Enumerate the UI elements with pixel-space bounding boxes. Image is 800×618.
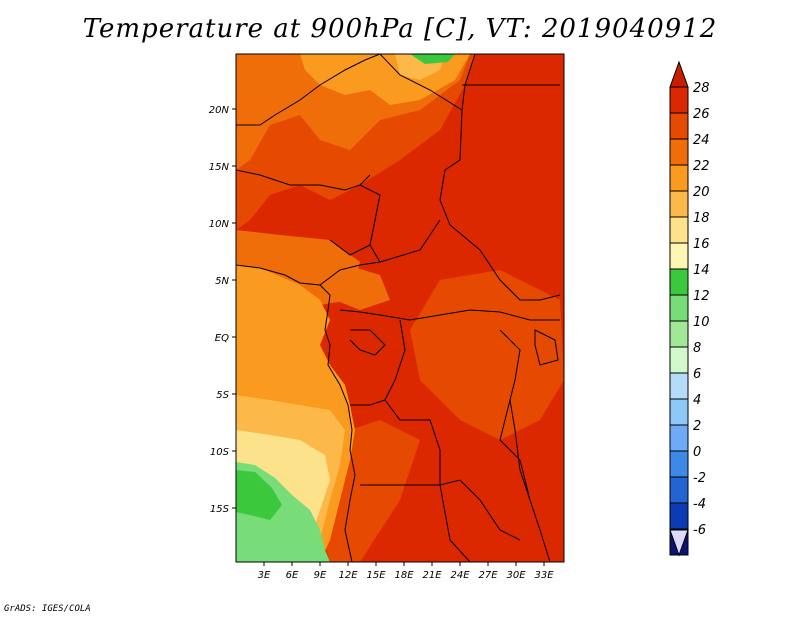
lat-tick-label: 15N [209,162,230,173]
colorbar-segment [669,320,689,348]
colorbar-label: 24 [693,133,710,148]
temp-field-14-16-north [410,54,455,64]
lon-tick-label: 21E [422,570,442,581]
colorbar-label: 4 [693,393,701,408]
colorbar-label: 2 [693,419,701,434]
lon-tick-label: 15E [366,570,386,581]
colorbar-label: 28 [693,81,710,96]
colorbar-segment [669,398,689,426]
colorbar-segment [669,346,689,374]
colorbar-label: 8 [693,341,701,356]
colorbar-segment [669,112,689,140]
lon-tick-labels: 3E 6E 9E 12E 15E 18E 21E 24E 27E 30E 33E [258,570,555,581]
lat-tick-labels: 20N 15N 10N 5N EQ 5S 10S 15S [209,105,230,515]
colorbar-label: 18 [693,211,710,226]
colorbar-segment [669,216,689,244]
lon-tick-label: 30E [506,570,526,581]
colorbar-label: 26 [693,107,710,122]
lon-tick-label: 33E [534,570,554,581]
colorbar-segments [669,86,689,556]
colorbar-segment [669,86,689,114]
map-panel [236,54,564,562]
lon-tick-label: 6E [286,570,299,581]
lon-tick-label: 27E [478,570,498,581]
colorbar-segment [669,190,689,218]
colorbar-segment [669,138,689,166]
chart-title: Temperature at 900hPa [C], VT: 201904091… [82,14,718,44]
map-frame [235,53,565,563]
colorbar-segment [669,294,689,322]
colorbar-label: -6 [693,523,706,538]
temp-field-22-24-west [236,230,360,305]
lat-tick-label: 5S [216,390,229,401]
lon-tick-label: 9E [314,570,327,581]
colorbar-label: 12 [693,289,710,304]
colorbar-label: 6 [693,367,701,382]
lat-tick-label: 5N [215,276,229,287]
country-borders [236,54,561,562]
colorbar-segment [669,242,689,270]
colorbar-label: 14 [693,263,710,278]
lat-axis [232,108,236,509]
lat-tick-label: EQ [215,333,229,344]
colorbar-label: 20 [693,185,710,200]
colorbar-label: -2 [693,471,706,486]
colorbar-label: 10 [693,315,710,330]
colorbar-label: 16 [693,237,710,252]
lon-axis [263,562,545,566]
colorbar-label: -4 [693,497,706,512]
colorbar-segment [669,502,689,530]
lon-tick-label: 12E [338,570,358,581]
lon-tick-label: 3E [258,570,271,581]
temp-field-10-12-ocean [236,470,282,520]
colorbar-segment [669,372,689,400]
colorbar-segment [669,164,689,192]
lat-tick-label: 15S [210,504,230,515]
lat-tick-label: 20N [209,105,230,116]
colorbar-lower-arrow [669,529,689,557]
colorbar-segment [669,450,689,478]
temp-field-22-24-coast [330,260,390,310]
lon-tick-label: 18E [394,570,414,581]
colorbar-label: 0 [693,445,701,460]
colorbar-upper-arrow [669,60,689,88]
lat-tick-label: 10S [210,447,230,458]
colorbar-segment [669,476,689,504]
lat-tick-label: 10N [209,219,230,230]
lon-tick-label: 24E [450,570,470,581]
colorbar-segment [669,268,689,296]
credit-label: GrADS: IGES/COLA [4,604,91,614]
temp-field-24-26-east [410,270,564,440]
colorbar-segment [669,424,689,452]
colorbar-label: 22 [693,159,710,174]
